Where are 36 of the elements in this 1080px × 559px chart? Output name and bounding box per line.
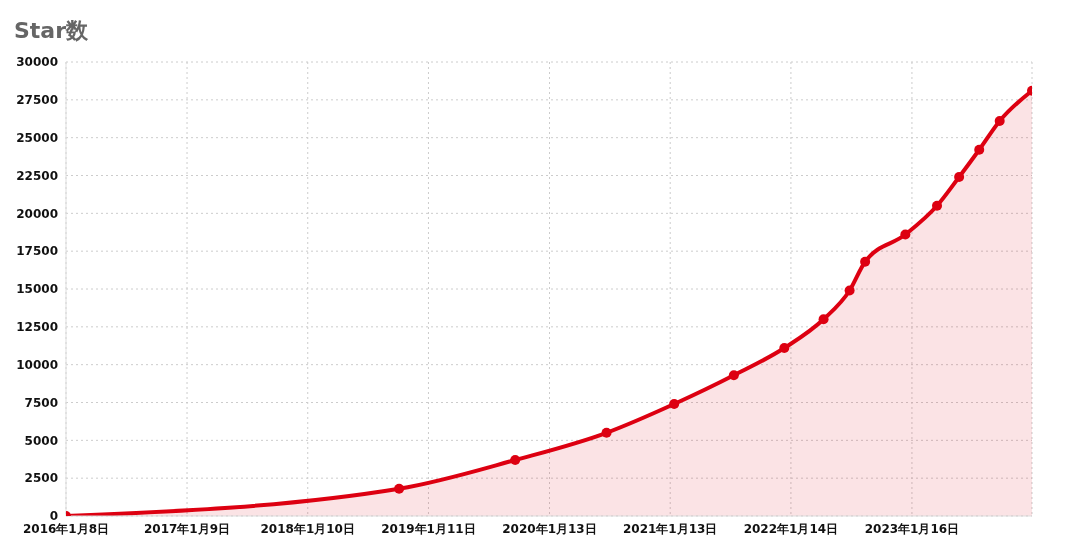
y-tick-label: 15000	[16, 282, 58, 297]
point	[844, 285, 855, 296]
x-tick-label: 2020年1月13日	[502, 521, 597, 536]
point	[900, 229, 911, 240]
y-tick-label: 2500	[24, 471, 58, 486]
x-tick-label: 2016年1月8日	[22, 521, 110, 536]
point	[818, 314, 829, 325]
point	[728, 370, 739, 381]
point	[394, 483, 405, 494]
point	[779, 343, 790, 354]
y-tick-label: 0	[49, 509, 58, 524]
point	[601, 427, 612, 438]
y-tick-label: 22500	[16, 168, 58, 183]
x-tick-label: 2017年1月9日	[143, 521, 231, 536]
y-tick-label: 10000	[16, 357, 58, 372]
y-tick-label: 30000	[16, 55, 58, 70]
x-tick-label: 2018年1月10日	[260, 521, 355, 536]
y-tick-label: 25000	[16, 130, 58, 145]
x-tick-label: 2021年1月13日	[622, 521, 718, 536]
x-tick-label: 2022年1月14日	[743, 521, 839, 536]
point	[510, 455, 521, 466]
y-tick-label: 20000	[16, 206, 58, 221]
y-tick-label: 27500	[16, 93, 58, 108]
y-tick-label: 5000	[24, 433, 58, 448]
y-tick-label: 7500	[24, 395, 58, 410]
point	[932, 200, 943, 211]
y-tick-label: 12500	[16, 320, 58, 335]
point	[994, 116, 1005, 127]
chart-title: Star数	[13, 17, 90, 45]
x-tick-label: 2023年1月16日	[864, 521, 960, 536]
point	[669, 399, 680, 410]
x-tick-label: 2019年1月11日	[381, 521, 476, 536]
point	[860, 256, 871, 267]
y-tick-label: 17500	[16, 244, 58, 259]
point	[954, 172, 965, 183]
point	[974, 144, 985, 155]
